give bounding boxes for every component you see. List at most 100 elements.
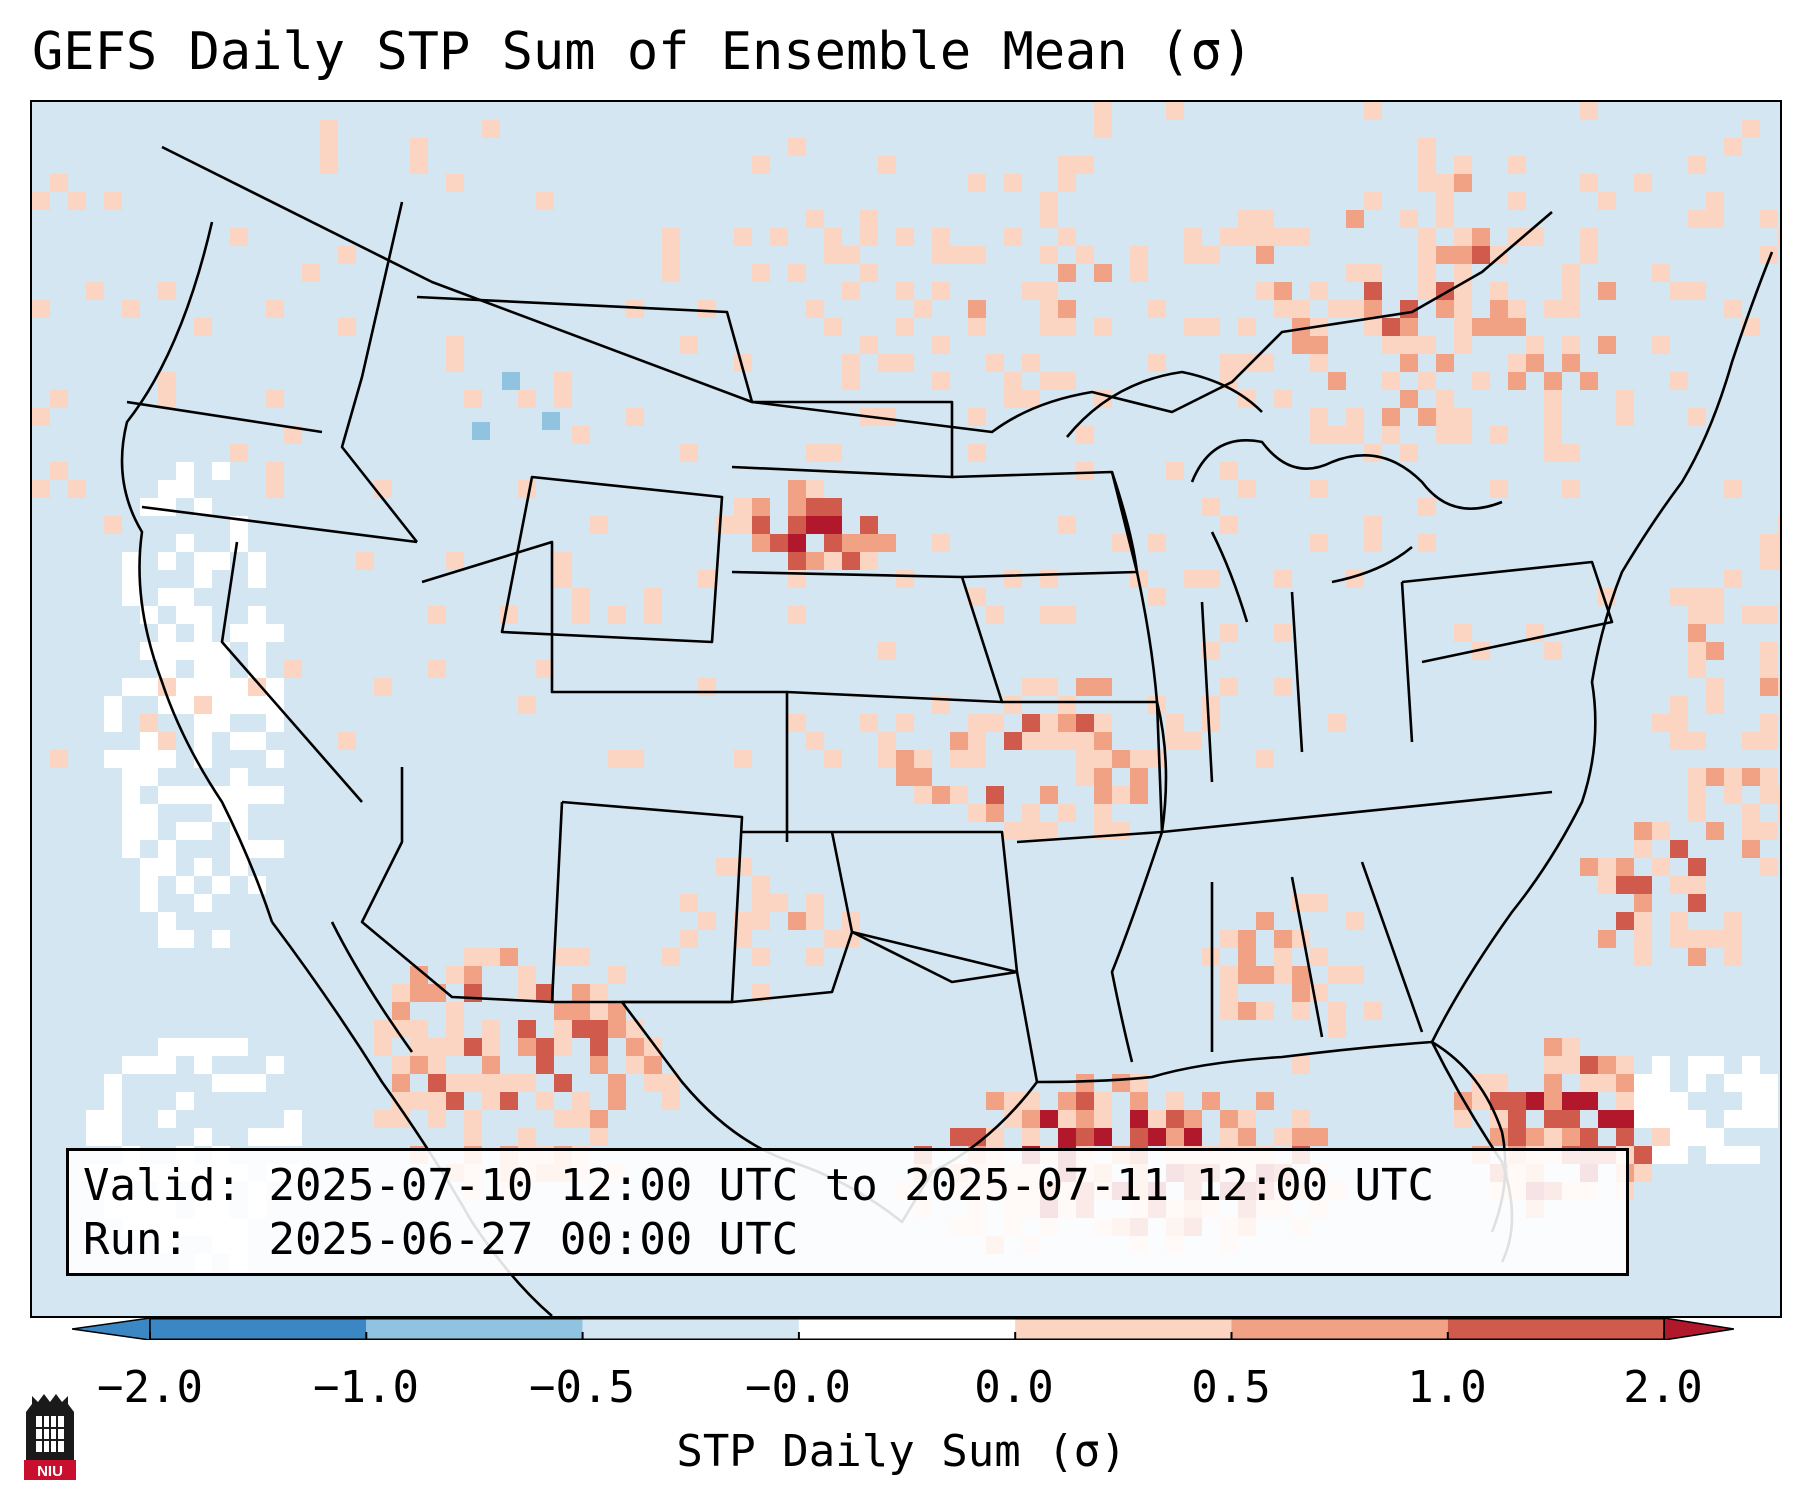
stp-cell — [1778, 804, 1780, 822]
stp-cell — [1004, 822, 1022, 840]
stp-cell — [194, 696, 212, 714]
stp-cell — [1544, 300, 1562, 318]
tick-label: 0.5 — [1191, 1362, 1271, 1413]
stp-cell — [1508, 192, 1526, 210]
stp-cell — [1238, 1002, 1256, 1020]
stp-cell — [824, 246, 842, 264]
stp-cell — [1544, 1074, 1562, 1092]
stp-cell — [896, 318, 914, 336]
stp-cell — [1094, 804, 1112, 822]
stp-cell — [1094, 678, 1112, 696]
stp-cell — [1166, 1128, 1184, 1146]
stp-cell — [878, 732, 896, 750]
stp-cell — [1292, 336, 1310, 354]
stp-cell — [428, 1038, 446, 1056]
stp-cell — [1364, 516, 1382, 534]
stp-cell — [986, 786, 1004, 804]
stp-cell — [1706, 822, 1724, 840]
stp-cell — [626, 300, 644, 318]
stp-cell — [158, 390, 176, 408]
stp-cell — [1544, 642, 1562, 660]
stp-cell — [806, 498, 824, 516]
stp-cell — [968, 174, 986, 192]
stp-cell — [482, 1056, 500, 1074]
stp-cell — [1220, 1002, 1238, 1020]
stp-cell — [140, 822, 158, 840]
state-line-az — [360, 767, 564, 1004]
stp-cell — [572, 606, 590, 624]
stp-cell — [542, 412, 560, 430]
stp-cell — [1598, 1110, 1616, 1128]
stp-cell — [1310, 534, 1328, 552]
stp-cell — [176, 930, 194, 948]
stp-cell — [1616, 1056, 1634, 1074]
stp-cell — [1220, 1110, 1238, 1128]
stp-cell — [140, 768, 158, 786]
stp-cell — [320, 120, 338, 138]
stp-cell — [1544, 426, 1562, 444]
stp-cell — [86, 1128, 104, 1146]
stp-cell — [1652, 1092, 1670, 1110]
stp-cell — [878, 354, 896, 372]
stp-cell — [1274, 1128, 1292, 1146]
stp-cell — [1490, 1074, 1508, 1092]
stp-cell — [1580, 102, 1598, 120]
stp-cell — [158, 1110, 176, 1128]
stp-cell — [410, 156, 428, 174]
stp-cell — [122, 786, 140, 804]
stp-cell — [1292, 930, 1310, 948]
stp-cell — [1202, 246, 1220, 264]
stp-cell — [1076, 732, 1094, 750]
stp-cell — [1544, 1056, 1562, 1074]
stp-cell — [1706, 768, 1724, 786]
colorbar-segment — [1015, 1318, 1232, 1340]
stp-cell — [1652, 822, 1670, 840]
stp-cell — [1238, 930, 1256, 948]
stp-cell — [518, 984, 536, 1002]
stp-cell — [500, 606, 518, 624]
stp-cell — [1706, 1128, 1724, 1146]
stp-cell — [662, 1092, 680, 1110]
stp-cell — [1742, 1056, 1760, 1074]
stp-cell — [248, 624, 266, 642]
stp-cell — [698, 300, 716, 318]
stp-cell — [1184, 228, 1202, 246]
stp-cell — [140, 750, 158, 768]
stp-cell — [266, 678, 284, 696]
stp-cell — [1076, 1092, 1094, 1110]
stp-cell — [1436, 246, 1454, 264]
stp-cell — [176, 1038, 194, 1056]
stp-cell — [896, 354, 914, 372]
stp-cell — [824, 534, 842, 552]
stp-cell — [374, 1110, 392, 1128]
stp-cell — [1526, 1128, 1544, 1146]
stp-cell — [1076, 1110, 1094, 1128]
stp-cell — [410, 1092, 428, 1110]
stp-cell — [1454, 174, 1472, 192]
stp-cell — [140, 714, 158, 732]
stp-cell — [1238, 948, 1256, 966]
stp-cell — [122, 300, 140, 318]
stp-cell — [1760, 642, 1778, 660]
stp-cell — [1742, 804, 1760, 822]
valid-run-info-box: Valid: 2025-07-10 12:00 UTC to 2025-07-1… — [66, 1148, 1629, 1276]
stp-cell — [230, 840, 248, 858]
stp-cell — [878, 534, 896, 552]
stp-cell — [1040, 786, 1058, 804]
stp-cell — [860, 336, 878, 354]
stp-cell — [1058, 1128, 1076, 1146]
colorbar — [72, 1318, 1734, 1340]
stp-cell — [572, 1092, 590, 1110]
stp-cell — [1544, 372, 1562, 390]
stp-cell — [1778, 552, 1780, 570]
stp-cell — [824, 318, 842, 336]
stp-cell — [1166, 714, 1184, 732]
stp-cell — [1508, 228, 1526, 246]
stp-cell — [1562, 480, 1580, 498]
stp-cell — [1688, 210, 1706, 228]
stp-cell — [1616, 390, 1634, 408]
stp-cell — [1400, 336, 1418, 354]
stp-cell — [1472, 318, 1490, 336]
stp-cell — [1544, 408, 1562, 426]
stp-cell — [1130, 1110, 1148, 1128]
